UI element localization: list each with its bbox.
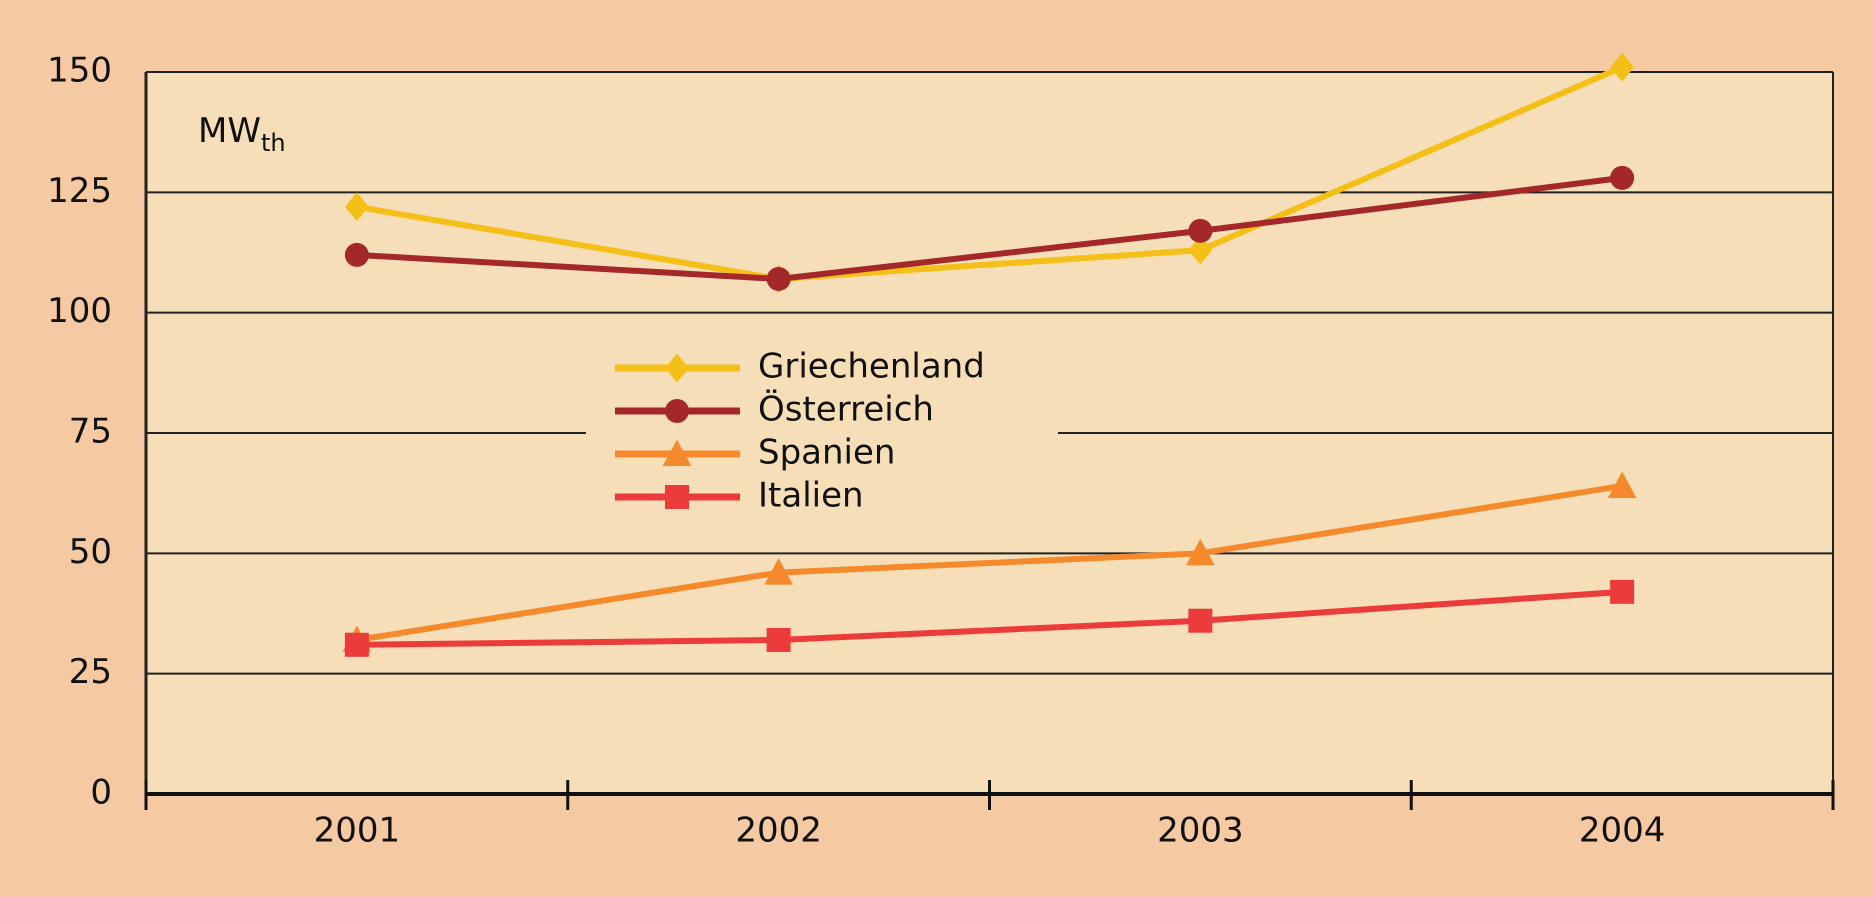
y-unit-sub: th <box>261 129 286 157</box>
marker <box>766 266 791 291</box>
marker <box>1188 218 1213 243</box>
x-tick-label: 2004 <box>1579 811 1666 851</box>
marker <box>1188 235 1213 265</box>
marker <box>1607 471 1637 498</box>
y-tick-label: 150 <box>47 51 112 91</box>
marker <box>665 399 689 423</box>
legend-label: Italien <box>758 476 864 516</box>
marker <box>1185 538 1215 566</box>
x-tick-label: 2001 <box>314 811 401 851</box>
marker <box>662 439 692 466</box>
y-unit: MWth <box>198 111 286 158</box>
marker <box>1610 165 1635 190</box>
marker <box>665 485 689 509</box>
marker <box>1188 608 1213 633</box>
marker <box>665 353 689 383</box>
marker <box>344 192 369 222</box>
marker <box>344 632 369 657</box>
series-line <box>356 482 1623 643</box>
series-line <box>356 174 1623 282</box>
y-tick-label: 75 <box>69 412 112 452</box>
y-unit-main: MW <box>198 111 261 151</box>
legend-label: Griechenland <box>758 347 985 387</box>
marker <box>766 627 791 652</box>
y-tick-label: 0 <box>90 773 112 813</box>
marker <box>764 558 794 585</box>
marker <box>1610 579 1635 604</box>
x-tick-label: 2002 <box>735 811 822 851</box>
series-line <box>356 588 1623 648</box>
y-tick-label: 50 <box>69 532 112 572</box>
legend-label: Spanien <box>758 433 895 473</box>
marker <box>344 242 369 267</box>
x-tick-label: 2003 <box>1157 811 1244 851</box>
legend-label: Österreich <box>758 389 934 430</box>
y-tick-label: 25 <box>69 652 112 692</box>
y-tick-label: 125 <box>47 171 112 211</box>
series-line <box>356 64 1624 282</box>
marker <box>1610 52 1635 82</box>
y-tick-label: 100 <box>47 291 112 331</box>
